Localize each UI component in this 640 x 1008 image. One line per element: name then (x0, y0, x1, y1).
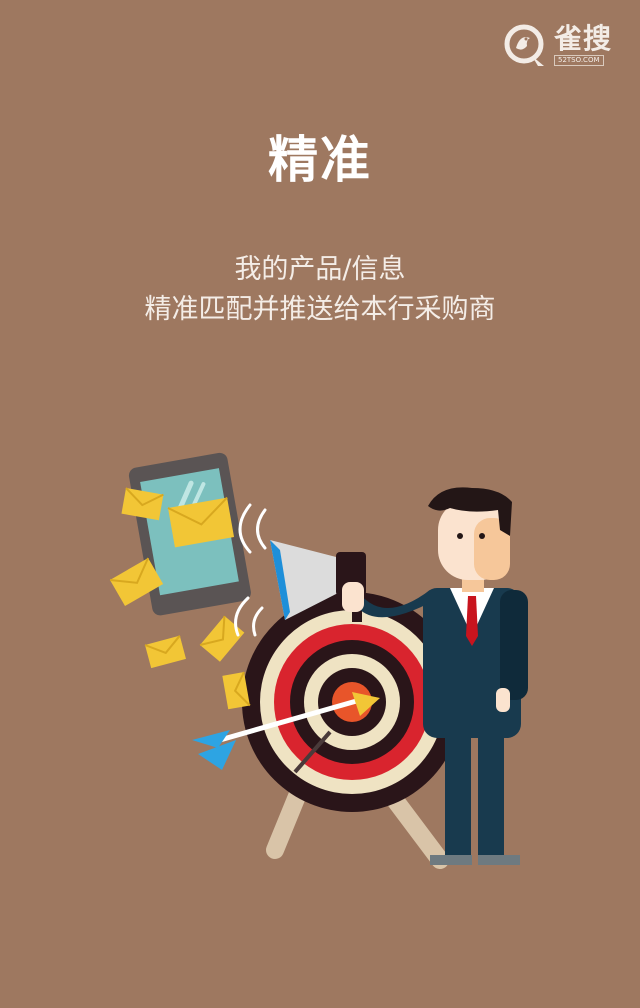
subtitle-line-1: 我的产品/信息 (234, 254, 406, 285)
marketing-illustration (109, 452, 528, 869)
arrow-icon (192, 692, 380, 774)
sound-waves (234, 503, 267, 637)
bird-logo-icon (504, 24, 544, 66)
brand-domain: 52TSO.COM (553, 55, 604, 66)
businessman-icon (342, 487, 528, 865)
page-title: 精准 (268, 131, 372, 189)
envelope-icon (109, 487, 251, 710)
brand-logo: 雀搜 52TSO.COM (502, 22, 612, 68)
subtitle-line-2: 精准匹配并推送给本行采购商 (144, 294, 496, 325)
brand-name: 雀搜 (553, 22, 612, 55)
megaphone-icon (270, 540, 366, 622)
page-subtitle: 我的产品/信息 精准匹配并推送给本行采购商 (0, 250, 640, 330)
